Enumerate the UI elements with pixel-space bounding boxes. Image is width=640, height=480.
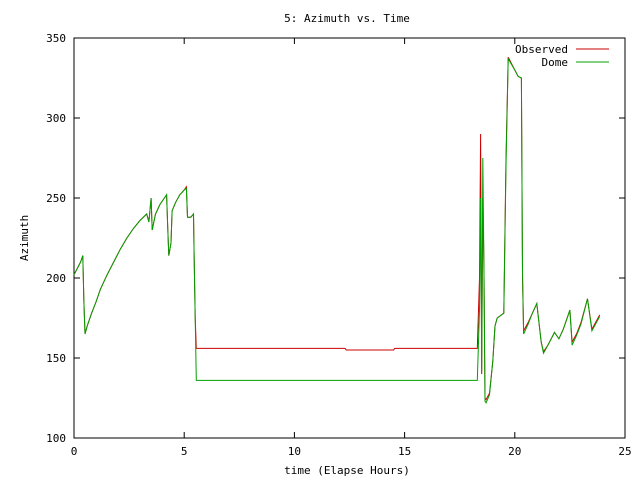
x-axis-label: time (Elapse Hours): [284, 464, 410, 477]
x-tick-label: 0: [71, 445, 78, 458]
series-line-dome: [74, 59, 600, 403]
y-tick-label: 250: [46, 192, 66, 205]
y-tick-label: 350: [46, 32, 66, 45]
legend-label-observed: Observed: [515, 43, 568, 56]
chart-title: 5: Azimuth vs. Time: [284, 12, 410, 25]
x-tick-label: 20: [508, 445, 521, 458]
x-axis: 0 5 10 15 20 25: [71, 38, 632, 458]
y-tick-label: 150: [46, 352, 66, 365]
y-axis: 100 150 200 250 300 350: [46, 32, 625, 445]
series-layer: [74, 57, 600, 403]
y-tick-label: 100: [46, 432, 66, 445]
y-tick-label: 300: [46, 112, 66, 125]
x-tick-label: 15: [398, 445, 411, 458]
plot-frame: [74, 38, 625, 438]
legend-label-dome: Dome: [542, 56, 569, 69]
y-tick-label: 200: [46, 272, 66, 285]
x-tick-label: 25: [618, 445, 631, 458]
y-axis-label: Azimuth: [18, 215, 31, 261]
x-tick-label: 10: [288, 445, 301, 458]
x-tick-label: 5: [181, 445, 188, 458]
